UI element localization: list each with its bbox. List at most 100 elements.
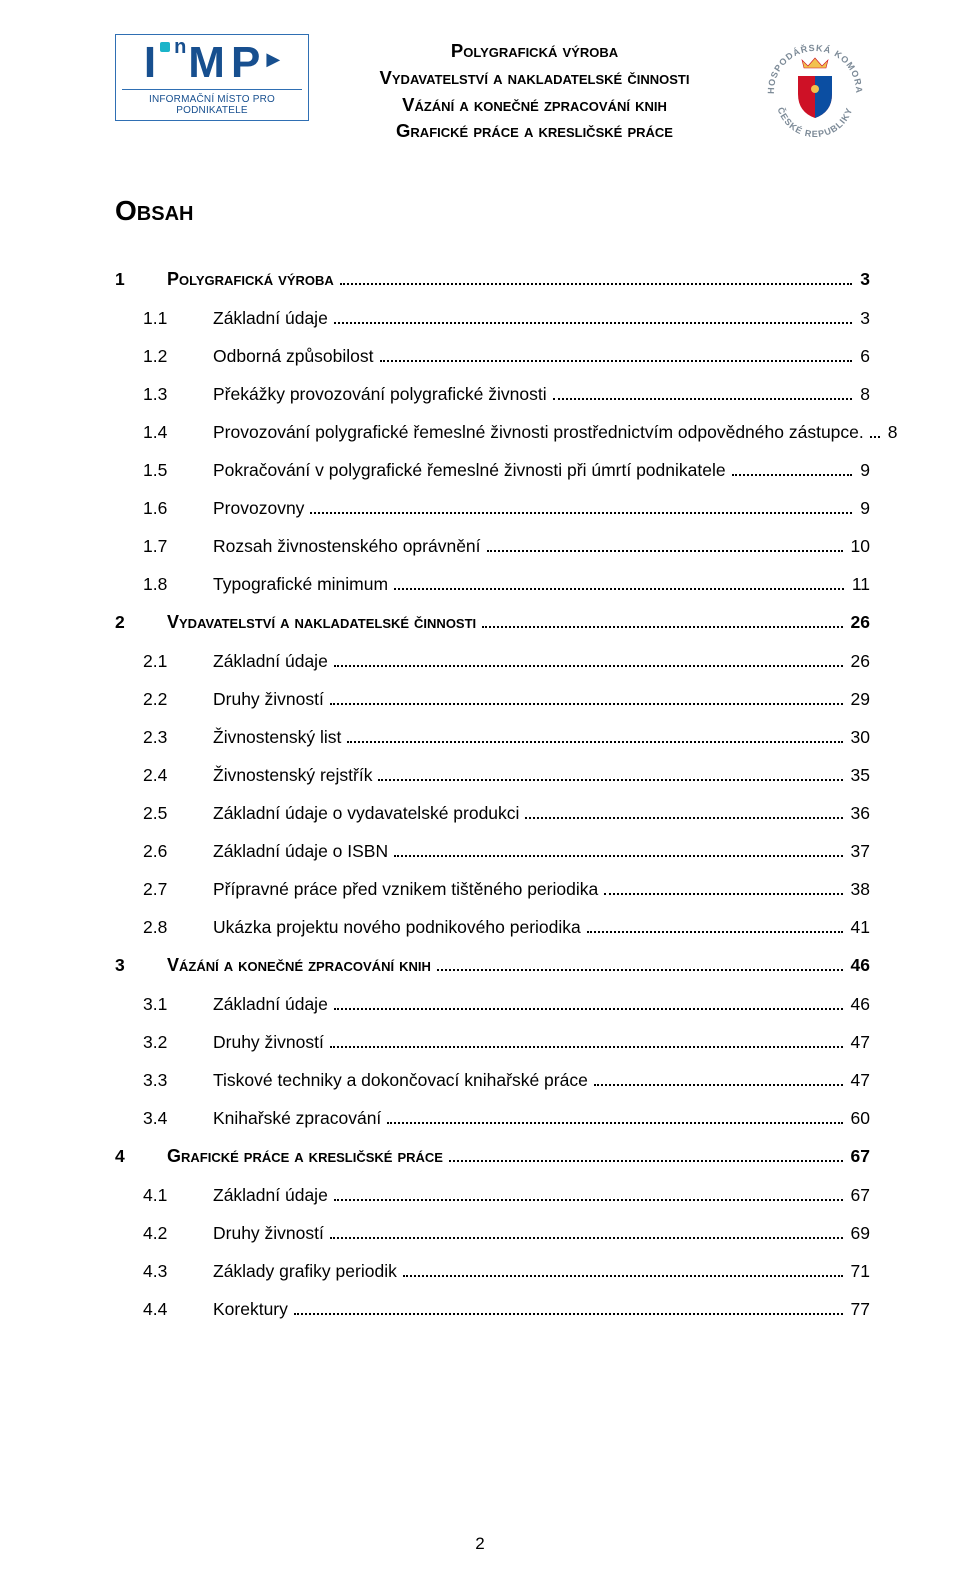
toc-row: 1.1Základní údaje3 [115,308,870,329]
title-line-2: Vydavatelství a nakladatelské činnosti [309,65,760,92]
toc-title: Základní údaje [185,1185,328,1206]
toc-row: 1.3Překážky provozování polygrafické živ… [115,384,870,405]
toc-page-number: 8 [884,422,898,443]
toc-page-number: 67 [847,1146,870,1167]
toc-row: 2.2Druhy živností29 [115,689,870,710]
toc-page-number: 47 [847,1070,870,1091]
toc-page-number: 47 [847,1032,870,1053]
toc-title: Knihařské zpracování [185,1108,381,1129]
toc-title: Korektury [185,1299,288,1320]
toc-page-number: 36 [847,803,870,824]
toc-number: 1.7 [115,536,185,557]
toc-dots-leader [732,466,853,477]
toc-row: 2.5Základní údaje o vydavatelské produkc… [115,803,870,824]
toc-title: Živnostenský rejstřík [185,765,372,786]
toc-title: Pokračování v polygrafické řemeslné živn… [185,460,726,481]
toc-row: 2.6Základní údaje o ISBN37 [115,841,870,862]
toc-number: 4.1 [115,1185,185,1206]
toc-title: Základní údaje o vydavatelské produkci [185,803,519,824]
toc-page-number: 26 [847,651,870,672]
seal-icon: HOSPODÁŘSKÁ KOMORA ČESKÉ REPUBLIKY [760,34,870,144]
toc-number: 1.5 [115,460,185,481]
toc-page-number: 46 [847,955,870,976]
toc-page-number: 10 [847,536,870,557]
toc-dots-leader [487,542,843,553]
toc-dots-leader [525,809,842,820]
toc-title: Rozsah živnostenského oprávnění [185,536,481,557]
toc-title: Základy grafiky periodik [185,1261,397,1282]
toc-dots-leader [403,1267,843,1278]
toc-title: Druhy živností [185,1032,324,1053]
toc-number: 3.2 [115,1032,185,1053]
toc-number: 4.2 [115,1223,185,1244]
logo-superscript: n [174,36,186,59]
toc-page-number: 26 [847,612,870,633]
title-line-4: Grafické práce a kresličské práce [309,118,760,145]
toc-number: 1.3 [115,384,185,405]
logo-subtitle: INFORMAČNÍ MÍSTO PRO PODNIKATELE [122,90,302,116]
toc-number: 4.4 [115,1299,185,1320]
logo-letter-p: P [231,41,260,85]
toc-number: 1.8 [115,574,185,595]
document-page: I n M P ▶ INFORMAČNÍ MÍSTO PRO PODNIKATE… [0,0,960,1582]
toc-dots-leader [334,314,852,325]
toc-page-number: 8 [856,384,870,405]
toc-row: 2.3Živnostenský list30 [115,727,870,748]
toc-row: 1.8Typografické minimum11 [115,574,870,595]
toc-title: Typografické minimum [185,574,388,595]
toc-page-number: 29 [847,689,870,710]
toc-number: 2.1 [115,651,185,672]
toc-page-number: 46 [847,994,870,1015]
toc-dots-leader [340,275,853,286]
toc-number: 4.3 [115,1261,185,1282]
header: I n M P ▶ INFORMAČNÍ MÍSTO PRO PODNIKATE… [115,34,870,145]
toc-number: 1 [115,269,149,290]
toc-dots-leader [449,1152,843,1163]
toc-row: 1.6Provozovny9 [115,498,870,519]
toc-number: 1.1 [115,308,185,329]
logo-wordmark: I n M P ▶ [144,41,280,85]
toc-number: 2 [115,612,149,633]
toc-title: Vázání a konečné zpracování knih [149,955,431,976]
toc-row: 4.2Druhy živností69 [115,1223,870,1244]
toc-title: Základní údaje [185,994,328,1015]
toc-number: 1.6 [115,498,185,519]
toc-page-number: 3 [856,308,870,329]
toc-number: 2.6 [115,841,185,862]
toc-title: Základní údaje o ISBN [185,841,388,862]
toc-title: Překážky provozování polygrafické živnos… [185,384,547,405]
toc-page-number: 30 [847,727,870,748]
toc-row: 4Grafické práce a kresličské práce67 [115,1146,870,1167]
toc-title: Grafické práce a kresličské práce [149,1146,443,1167]
toc-page-number: 77 [847,1299,870,1320]
toc-dots-leader [587,923,843,934]
toc-page-number: 60 [847,1108,870,1129]
toc-page-number: 38 [847,879,870,900]
toc-row: 3.4Knihařské zpracování 60 [115,1108,870,1129]
toc-dots-leader [334,657,843,668]
toc-row: 3.1Základní údaje46 [115,994,870,1015]
logo-letter-i: I [144,41,156,85]
toc-row: 2.1Základní údaje26 [115,651,870,672]
toc-page-number: 71 [847,1261,870,1282]
toc-title: Tiskové techniky a dokončovací knihařské… [185,1070,588,1091]
toc-row: 2.8Ukázka projektu nového podnikového pe… [115,917,870,938]
toc-row: 4.1Základní údaje 67 [115,1185,870,1206]
toc-number: 3.4 [115,1108,185,1129]
toc-dots-leader [347,733,842,744]
toc-row: 2.4Živnostenský rejstřík35 [115,765,870,786]
toc-dots-leader [870,428,880,439]
toc-row: 1.5Pokračování v polygrafické řemeslné ž… [115,460,870,481]
toc-title: Polygrafická výroba [149,269,334,290]
toc-page-number: 35 [847,765,870,786]
toc-row: 3.2Druhy živností 47 [115,1032,870,1053]
toc-dots-leader [330,1229,843,1240]
toc-page-number: 67 [847,1185,870,1206]
toc-dots-leader [604,885,842,896]
title-line-1: Polygrafická výroba [309,38,760,65]
toc-dots-leader [594,1076,843,1087]
toc-number: 3 [115,955,149,976]
toc-dots-leader [394,847,842,858]
toc-number: 2.7 [115,879,185,900]
toc-page-number: 9 [856,460,870,481]
